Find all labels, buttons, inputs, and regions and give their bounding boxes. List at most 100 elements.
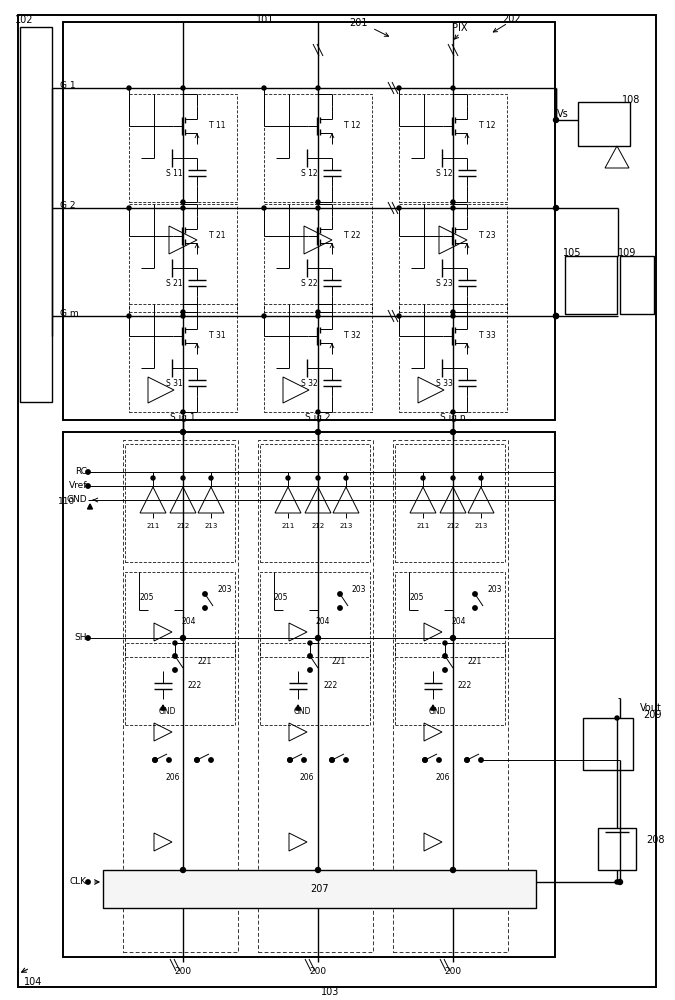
Bar xyxy=(123,440,238,952)
Text: 108: 108 xyxy=(622,95,641,105)
Polygon shape xyxy=(431,705,435,710)
Text: Vs: Vs xyxy=(557,109,569,119)
Circle shape xyxy=(180,430,186,434)
Circle shape xyxy=(479,476,483,480)
Circle shape xyxy=(330,758,334,762)
Circle shape xyxy=(316,206,320,210)
Text: 221: 221 xyxy=(467,656,481,666)
Text: 105: 105 xyxy=(563,248,581,258)
Circle shape xyxy=(173,641,177,645)
Text: 204: 204 xyxy=(316,617,331,626)
Text: PIX: PIX xyxy=(452,23,468,33)
Bar xyxy=(565,256,617,314)
Circle shape xyxy=(288,758,292,762)
Circle shape xyxy=(316,86,320,90)
Circle shape xyxy=(450,867,456,872)
Bar xyxy=(129,94,237,202)
Circle shape xyxy=(423,758,427,762)
Circle shape xyxy=(465,758,469,762)
Text: 222: 222 xyxy=(323,682,338,690)
Text: Vref: Vref xyxy=(68,482,87,490)
Circle shape xyxy=(316,314,320,318)
Text: 221: 221 xyxy=(332,656,346,666)
Text: S 31: S 31 xyxy=(166,378,183,387)
Text: RC: RC xyxy=(75,468,87,477)
Text: T 32: T 32 xyxy=(344,332,360,340)
Circle shape xyxy=(344,758,348,762)
Bar xyxy=(399,204,507,312)
Polygon shape xyxy=(88,504,92,509)
Circle shape xyxy=(209,758,213,762)
Circle shape xyxy=(443,668,448,672)
Text: 221: 221 xyxy=(197,656,211,666)
Text: S ig n: S ig n xyxy=(440,414,466,422)
Bar xyxy=(129,204,237,312)
Bar xyxy=(395,643,505,725)
Text: 222: 222 xyxy=(458,682,472,690)
Circle shape xyxy=(315,636,321,641)
Circle shape xyxy=(421,476,425,480)
Circle shape xyxy=(316,310,320,314)
Circle shape xyxy=(450,636,456,641)
Circle shape xyxy=(554,314,558,318)
Circle shape xyxy=(86,636,90,640)
Circle shape xyxy=(262,314,266,318)
Circle shape xyxy=(181,314,185,318)
Circle shape xyxy=(181,410,185,414)
Text: 209: 209 xyxy=(643,710,662,720)
Text: 213: 213 xyxy=(205,523,217,529)
Text: 110: 110 xyxy=(58,497,75,506)
Text: 208: 208 xyxy=(646,835,664,845)
Circle shape xyxy=(181,206,185,210)
Text: S 32: S 32 xyxy=(301,378,318,387)
Bar xyxy=(264,304,372,412)
Text: G 1: G 1 xyxy=(60,82,76,91)
Text: 203: 203 xyxy=(352,584,367,593)
Circle shape xyxy=(209,476,213,480)
Bar xyxy=(125,572,235,657)
Bar xyxy=(125,643,235,725)
Text: T 31: T 31 xyxy=(209,332,225,340)
Text: 205: 205 xyxy=(274,593,288,602)
Bar xyxy=(258,440,373,952)
Text: S 33: S 33 xyxy=(436,378,453,387)
Bar xyxy=(578,102,630,146)
Circle shape xyxy=(262,206,266,210)
Bar xyxy=(393,440,508,952)
Text: S 23: S 23 xyxy=(436,278,453,288)
Text: 222: 222 xyxy=(188,682,202,690)
Text: G m: G m xyxy=(60,310,78,318)
Circle shape xyxy=(554,314,558,318)
Text: 206: 206 xyxy=(165,774,180,782)
Text: S ig 2: S ig 2 xyxy=(305,414,331,422)
Bar xyxy=(63,432,555,957)
Circle shape xyxy=(181,310,185,314)
Text: 200: 200 xyxy=(309,966,327,976)
Circle shape xyxy=(450,430,456,434)
Circle shape xyxy=(316,410,320,414)
Bar xyxy=(583,718,633,770)
Text: 204: 204 xyxy=(451,617,466,626)
Circle shape xyxy=(315,430,321,434)
Bar xyxy=(260,572,370,657)
Text: 104: 104 xyxy=(24,977,43,987)
Circle shape xyxy=(479,758,483,762)
Bar xyxy=(20,27,52,402)
Text: 203: 203 xyxy=(217,584,232,593)
Circle shape xyxy=(330,758,334,762)
Bar xyxy=(63,22,555,420)
Text: S 12: S 12 xyxy=(301,168,318,178)
Circle shape xyxy=(338,592,342,596)
Circle shape xyxy=(443,641,447,645)
Bar xyxy=(620,256,654,314)
Circle shape xyxy=(173,668,178,672)
Bar xyxy=(399,304,507,412)
Text: T 11: T 11 xyxy=(209,121,225,130)
Text: 201: 201 xyxy=(349,18,367,28)
Text: S 11: S 11 xyxy=(166,168,183,178)
Circle shape xyxy=(127,314,131,318)
Text: 103: 103 xyxy=(321,987,339,997)
Circle shape xyxy=(181,476,185,480)
Text: T 23: T 23 xyxy=(479,232,495,240)
Polygon shape xyxy=(161,705,165,710)
